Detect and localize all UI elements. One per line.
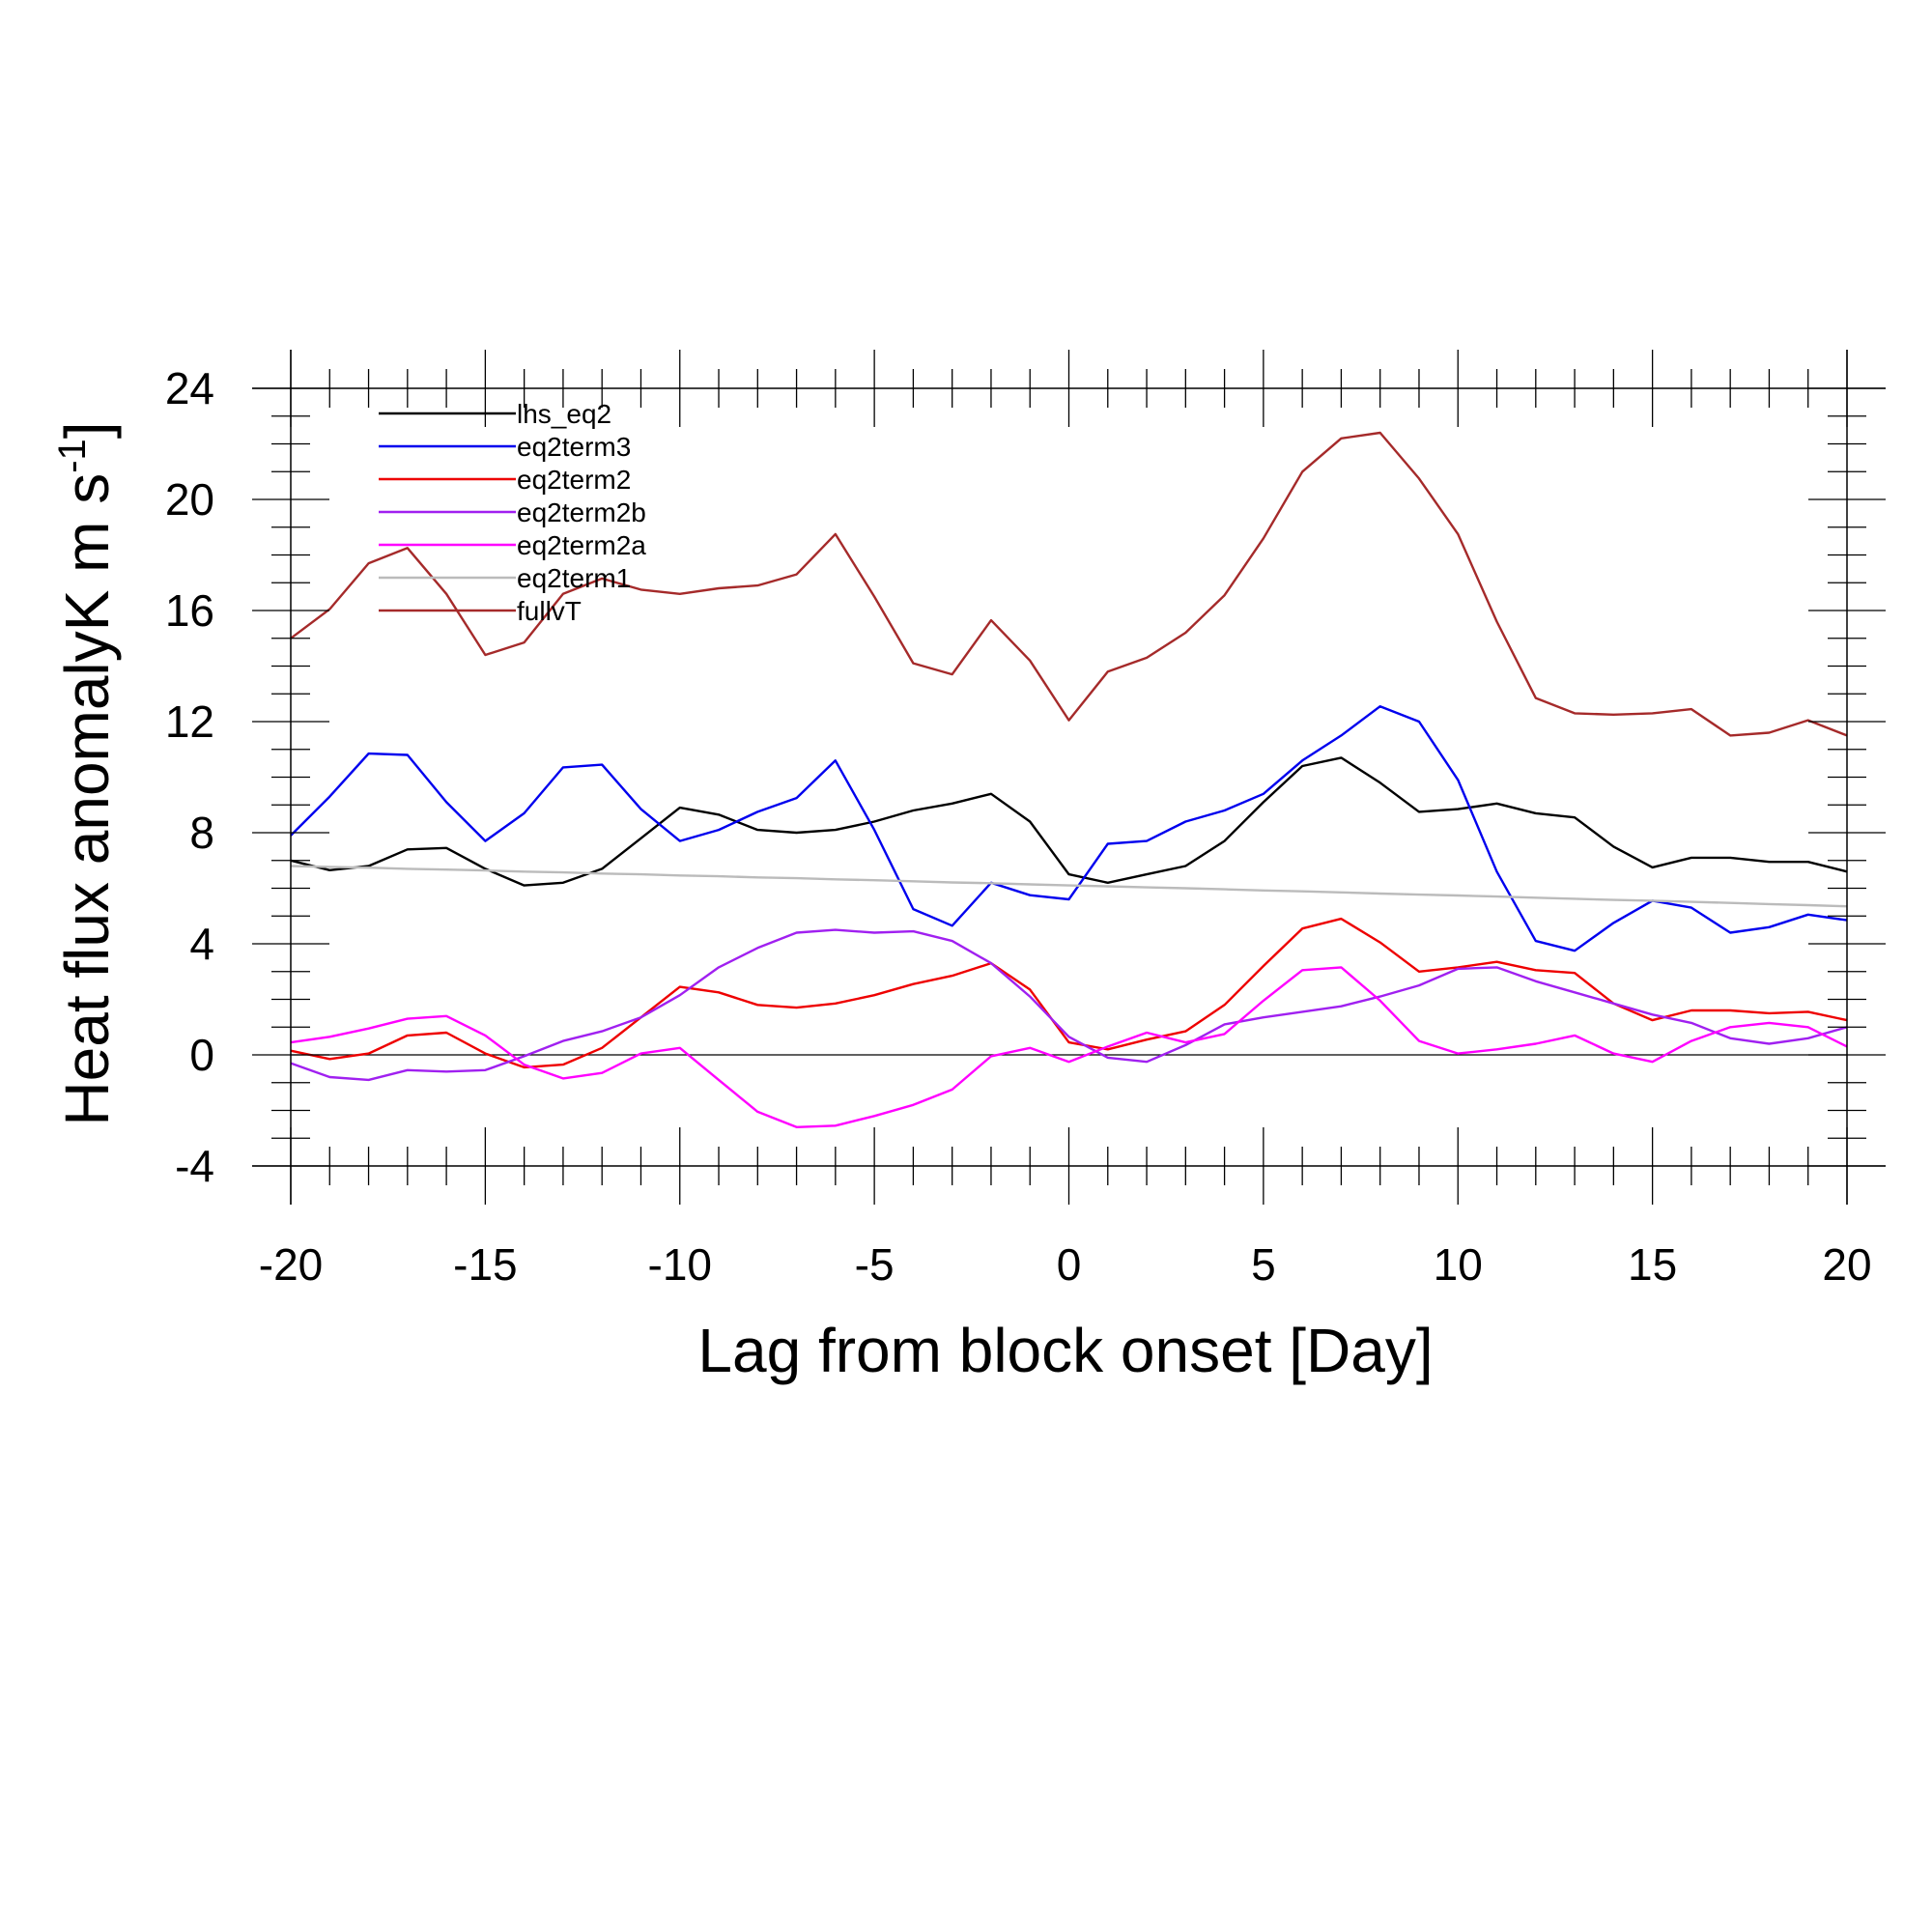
series-layer: [290, 431, 1848, 1129]
y-tick-label: 8: [189, 808, 214, 858]
legend-label-fullvT: fullvT: [517, 596, 582, 626]
axes-layer: [252, 350, 1886, 1205]
x-tick-label: 15: [1628, 1239, 1677, 1290]
series-line-eq2term3: [290, 705, 1848, 952]
series-line-fullvT: [290, 431, 1848, 737]
x-axis-title: Lag from block onset [Day]: [697, 1316, 1433, 1385]
y-tick-label: 16: [165, 585, 214, 636]
legend-label-eq2term2b: eq2term2b: [517, 497, 646, 527]
series-line-lhs_eq2: [290, 756, 1848, 887]
series-line-eq2term2b: [290, 928, 1848, 1082]
y-axis-title-superscript: -1: [51, 439, 94, 473]
x-tick-label: 5: [1251, 1239, 1276, 1290]
x-tick-label: 10: [1434, 1239, 1483, 1290]
y-axis-title-bracket: ]: [52, 421, 122, 439]
legend: lhs_eq2eq2term3eq2term2eq2term2beq2term2…: [379, 399, 646, 626]
x-tick-label: -20: [259, 1239, 323, 1290]
y-tick-label: 4: [189, 919, 214, 969]
series-line-eq2term1: [290, 865, 1848, 908]
legend-label-eq2term3: eq2term3: [517, 432, 631, 462]
legend-label-eq2term2: eq2term2: [517, 465, 631, 495]
y-axis-title-main: Heat flux anomalyK m s: [52, 473, 122, 1126]
y-axis-title: Heat flux anomalyK m s-1]: [51, 421, 122, 1125]
y-tick-label: 0: [189, 1030, 214, 1080]
y-tick-label: 12: [165, 696, 214, 747]
legend-label-eq2term2a: eq2term2a: [517, 530, 646, 560]
ticks-layer: [252, 350, 1886, 1205]
x-tick-label: 0: [1057, 1239, 1082, 1290]
legend-label-eq2term1: eq2term1: [517, 563, 631, 593]
series-line-eq2term2: [290, 917, 1848, 1069]
x-tick-label: -15: [453, 1239, 517, 1290]
y-tick-label: -4: [175, 1141, 214, 1191]
y-tick-label: 20: [165, 474, 214, 525]
x-tick-label: 20: [1822, 1239, 1871, 1290]
series-line-eq2term2a: [290, 966, 1848, 1129]
legend-label-lhs_eq2: lhs_eq2: [517, 399, 611, 429]
x-tick-label: -5: [855, 1239, 895, 1290]
tick-labels-layer: -20 -15 -10 -5 0 5 10 15 20 -4 0 4 8 12 16 20 24: [165, 363, 1872, 1290]
x-tick-label: -10: [648, 1239, 712, 1290]
y-tick-label: 24: [165, 363, 214, 413]
